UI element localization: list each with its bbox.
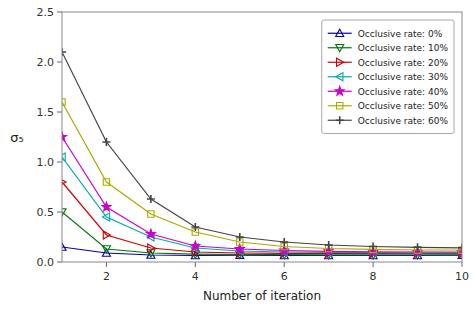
y-tick [57, 112, 62, 113]
data-point [458, 244, 462, 252]
data-point [103, 231, 110, 239]
data-point [236, 233, 244, 241]
plot-area [62, 12, 462, 262]
legend-swatch-line [328, 76, 352, 77]
legend-swatch-marker [336, 116, 344, 124]
series [62, 48, 462, 252]
data-point [148, 211, 154, 217]
y-tick-label: 2.0 [37, 56, 55, 69]
data-point [103, 179, 109, 185]
y-tick-label: 1.5 [37, 106, 55, 119]
x-tick [373, 262, 374, 267]
legend-swatch-line [328, 33, 352, 34]
legend-label: Occlusive rate: 20% [358, 58, 449, 68]
data-point [62, 48, 66, 56]
legend-swatch-marker [336, 45, 344, 52]
legend-swatch-marker [337, 103, 343, 109]
series [62, 178, 462, 258]
series-line [62, 102, 462, 250]
x-tick-label: 2 [103, 270, 110, 283]
series [62, 99, 462, 253]
plot-data [62, 48, 462, 259]
x-tick-label: 10 [455, 270, 469, 283]
series-line [62, 137, 462, 252]
legend-item: Occlusive rate: 60% [328, 116, 449, 126]
data-point [146, 229, 155, 238]
data-point [62, 209, 66, 216]
legend-swatch-line [328, 47, 352, 48]
legend-item: Occlusive rate: 20% [328, 58, 449, 68]
y-tick-label: 1.0 [37, 156, 55, 169]
legend-swatch-line [328, 62, 352, 63]
legend-box [322, 20, 454, 134]
x-tick [106, 262, 107, 267]
data-point [62, 243, 66, 250]
data-point [280, 238, 288, 246]
data-point [147, 195, 155, 203]
plot-frame [62, 12, 462, 262]
series-line [62, 157, 462, 253]
legend-swatch-marker [337, 58, 344, 66]
series-line [62, 212, 462, 255]
y-tick [57, 212, 62, 213]
data-point [191, 223, 199, 231]
legend-swatch-line [328, 105, 352, 106]
legend-item: Occlusive rate: 50% [328, 101, 449, 111]
legend-item: Occlusive rate: 30% [328, 72, 449, 82]
y-tick [57, 12, 62, 13]
data-point [62, 132, 67, 141]
series [62, 132, 462, 256]
data-point [148, 244, 155, 252]
legend-item: Occlusive rate: 40% [328, 86, 449, 96]
data-point [102, 246, 110, 253]
data-point [414, 243, 422, 251]
data-point [102, 138, 110, 146]
legend-item: Occlusive rate: 10% [328, 43, 449, 53]
legend-label: Occlusive rate: 60% [358, 116, 449, 126]
data-point [102, 202, 111, 211]
x-tick-label: 6 [281, 270, 288, 283]
data-point [191, 241, 200, 250]
x-axis-label: Number of iteration [203, 289, 321, 303]
legend-label: Occlusive rate: 0% [358, 29, 443, 39]
data-point [369, 243, 377, 251]
legend-swatch-marker [336, 73, 343, 81]
legend-label: Occlusive rate: 10% [358, 43, 449, 53]
x-tick [195, 262, 196, 267]
legend-label: Occlusive rate: 30% [358, 72, 449, 82]
x-tick-label: 4 [192, 270, 199, 283]
legend-item: Occlusive rate: 0% [328, 29, 443, 39]
legend: Occlusive rate: 0% Occlusive rate: 10% Occ… [322, 20, 454, 134]
y-tick-label: 0.5 [37, 206, 55, 219]
y-axis-label: σ₅ [10, 130, 23, 145]
chart: 0.0 0.5 1.0 1.5 2.0 2.5 2 4 6 8 10 Number of iterat… [0, 0, 474, 310]
x-tick [284, 262, 285, 267]
legend-label: Occlusive rate: 40% [358, 87, 449, 97]
series [62, 153, 462, 257]
y-tick [57, 62, 62, 63]
data-point [325, 241, 333, 249]
series-line [62, 52, 462, 248]
y-tick-label: 0.0 [37, 256, 55, 269]
y-tick-label: 2.5 [37, 6, 55, 19]
y-tick [57, 262, 62, 263]
y-tick [57, 162, 62, 163]
data-point [62, 178, 66, 186]
legend-swatch-marker [336, 29, 344, 36]
legend-label: Occlusive rate: 50% [358, 101, 449, 111]
data-point [102, 213, 109, 221]
x-tick [462, 262, 463, 267]
x-tick-label: 8 [370, 270, 377, 283]
legend-swatch-marker [335, 86, 344, 95]
